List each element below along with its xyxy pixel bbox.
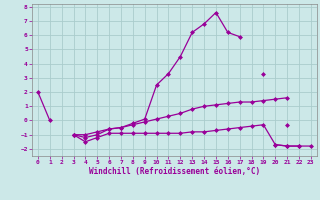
X-axis label: Windchill (Refroidissement éolien,°C): Windchill (Refroidissement éolien,°C) [89, 167, 260, 176]
